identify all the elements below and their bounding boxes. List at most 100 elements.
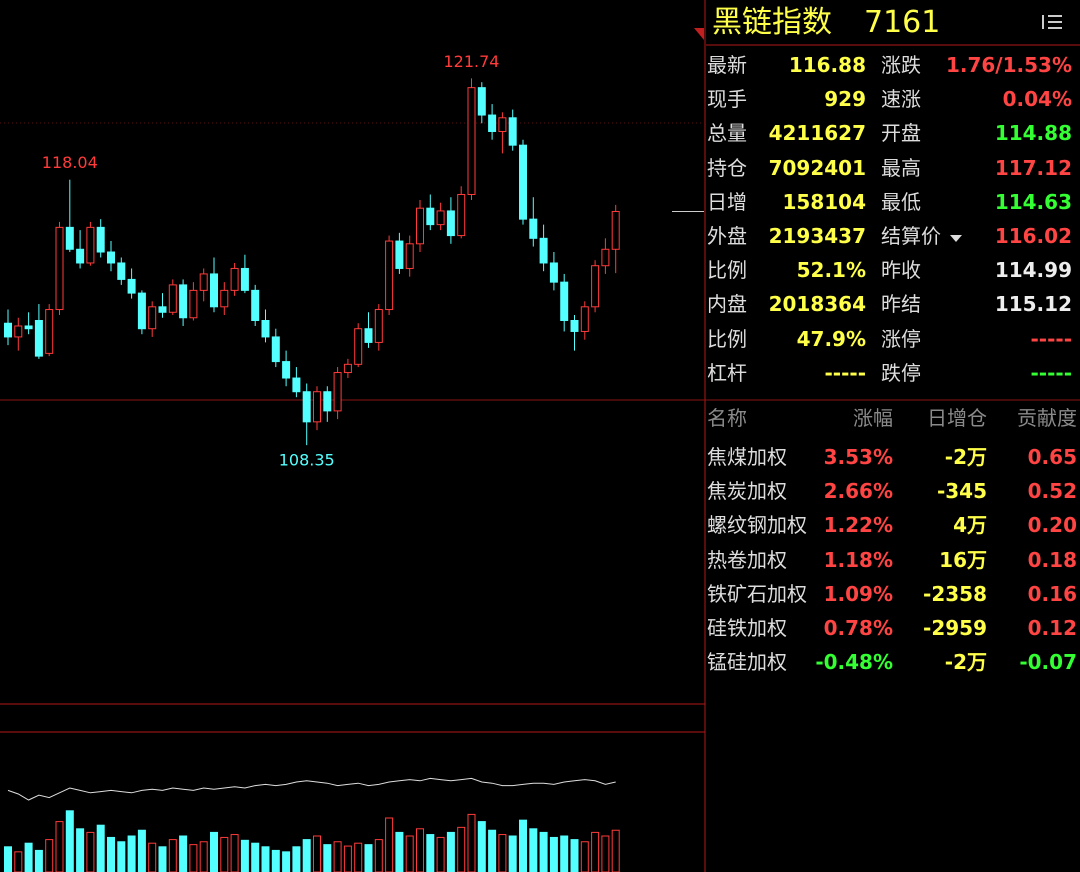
volume-bar [601, 835, 610, 872]
candle-body [292, 377, 301, 393]
quote-value: 7092401 [768, 155, 866, 180]
volume-bar [457, 826, 466, 872]
volume-bar [395, 831, 404, 872]
candle-body [117, 262, 126, 280]
candle-body [302, 391, 311, 423]
candle-body [34, 319, 43, 357]
table-name: 焦煤加权 [707, 445, 787, 469]
table-cell: 0.20 [1027, 513, 1077, 538]
candle-body [385, 240, 394, 311]
candle-body [76, 248, 85, 264]
candle-body [560, 281, 569, 321]
quote-label: 昨结 [881, 292, 921, 317]
volume-bar [333, 841, 342, 872]
quote-value: 52.1% [796, 258, 866, 283]
quote-value: 114.99 [994, 258, 1072, 283]
volume-bar [436, 836, 445, 872]
table-cell: 1.22% [823, 513, 893, 538]
table-cell: 0.78% [823, 616, 893, 640]
volume-bar [117, 841, 126, 872]
candle-body [446, 210, 455, 237]
candle-body [601, 248, 610, 267]
candle-body [107, 251, 115, 264]
quote-label: 最高 [881, 155, 921, 180]
candle-body [96, 226, 105, 253]
volume-bar [96, 824, 105, 872]
volume-bar [158, 846, 167, 872]
quote-value: 4211627 [768, 121, 866, 146]
table-cell: -345 [936, 479, 987, 504]
volume-bar [179, 835, 188, 872]
volume-bar [343, 845, 352, 872]
table-header: 日增仓 [927, 406, 987, 430]
candle-body [405, 243, 414, 269]
table-header: 涨幅 [853, 406, 893, 430]
quote-label: 持仓 [707, 155, 747, 180]
quote-label: 结算价 [881, 224, 941, 248]
candle-body [86, 226, 95, 264]
volume-bar [570, 839, 579, 872]
candle-body [374, 309, 383, 343]
candle-body [426, 207, 435, 226]
table-cell: 0.65 [1027, 445, 1077, 469]
table-cell: -2万 [944, 650, 987, 675]
quote-label: 涨停 [881, 326, 921, 351]
index-code: 7161 [864, 5, 941, 40]
table-cell: 3.53% [823, 445, 893, 469]
candle-body [580, 306, 589, 332]
quote-label: 总量 [707, 121, 747, 146]
table-name: 铁矿石加权 [707, 581, 807, 606]
candle-body [313, 391, 321, 423]
volume-bar [426, 834, 435, 872]
volume-bar [34, 849, 43, 872]
candle-body [508, 117, 517, 146]
table-cell: 1.18% [823, 547, 893, 572]
quote-value: 47.9% [796, 326, 866, 351]
volume-bar [374, 839, 383, 872]
volume-bar [519, 819, 527, 872]
quote-label: 比例 [707, 326, 747, 351]
candle-body [539, 237, 548, 264]
volume-bar [148, 842, 157, 872]
candle-body [477, 87, 486, 116]
volume-bar [14, 851, 23, 872]
candle-body [65, 226, 74, 250]
volume-bar [591, 831, 600, 872]
quote-label: 杠杆 [707, 360, 747, 385]
candle-body [199, 273, 208, 291]
quote-label: 最低 [881, 189, 921, 214]
volume-bar [529, 828, 538, 872]
candle-body [519, 144, 527, 220]
volume-bar [86, 831, 95, 872]
quote-value: 114.88 [994, 121, 1072, 146]
table-cell: -2959 [923, 616, 987, 640]
quote-label: 外盘 [707, 224, 747, 248]
quote-label: 最新 [707, 53, 747, 77]
table-cell: 4万 [953, 513, 987, 538]
volume-bar [76, 828, 85, 872]
candle-body [498, 117, 507, 132]
volume-bar [302, 839, 311, 872]
volume-bar [127, 835, 136, 872]
candle-body [137, 292, 146, 330]
quote-label: 内盘 [707, 292, 747, 317]
table-cell: -2万 [944, 445, 987, 469]
quote-label: 涨跌 [881, 53, 921, 77]
price-annotation: 108.35 [279, 451, 335, 470]
quote-value: 929 [824, 87, 866, 112]
candle-body [333, 372, 342, 412]
volume-bar [45, 839, 54, 872]
candle-body [55, 226, 64, 311]
candle-body [395, 240, 404, 269]
quote-value: 116.88 [788, 53, 866, 77]
volume-bar [477, 821, 486, 872]
table-cell: -0.48% [815, 650, 893, 675]
table-header: 名称 [707, 406, 747, 430]
candle-body [436, 210, 445, 226]
candle-body [14, 325, 23, 338]
candle-body [251, 289, 260, 321]
dropdown-arrow[interactable] [950, 235, 962, 242]
volume-bar [230, 834, 239, 872]
price-annotation: 118.04 [42, 153, 98, 172]
corner-mark [694, 28, 704, 40]
